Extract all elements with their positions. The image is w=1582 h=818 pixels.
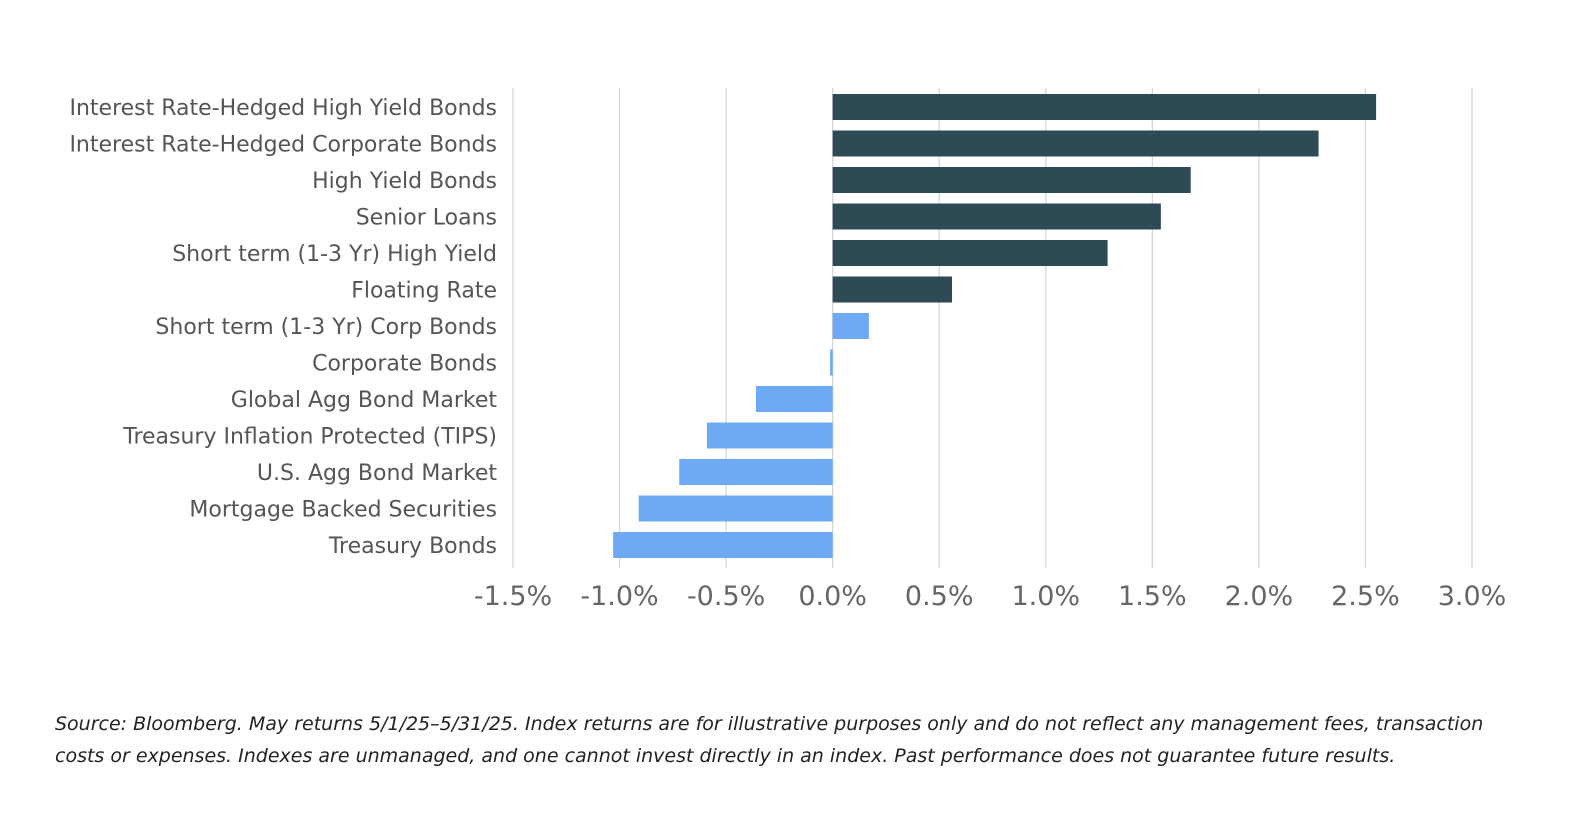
category-labels: Interest Rate-Hedged High Yield Bonds Int…	[69, 96, 497, 559]
category-label: Mortgage Backed Securities	[189, 498, 497, 523]
bar	[832, 313, 869, 339]
bar	[706, 422, 833, 449]
category-label: High Yield Bonds	[312, 169, 497, 194]
x-tick-label: -0.5%	[687, 581, 765, 612]
category-label: Corporate Bonds	[312, 352, 497, 377]
bar	[832, 276, 953, 303]
x-tick-label: 3.0%	[1438, 581, 1507, 612]
bar	[679, 459, 833, 485]
bar	[832, 240, 1108, 266]
x-tick-label: -1.0%	[580, 581, 658, 612]
bar	[832, 94, 1377, 120]
category-label: Interest Rate-Hedged Corporate Bonds	[69, 133, 497, 158]
bar-chart: Interest Rate-Hedged High Yield Bonds Int…	[69, 88, 1506, 612]
x-tick-label: 1.5%	[1118, 581, 1187, 612]
bar	[832, 130, 1319, 157]
category-label: Short term (1-3 Yr) High Yield	[172, 242, 497, 267]
source-footnote: Source: Bloomberg. May returns 5/1/25–5/…	[55, 713, 1484, 767]
category-label: Senior Loans	[356, 206, 497, 231]
category-label: Short term (1-3 Yr) Corp Bonds	[155, 315, 497, 340]
bar	[613, 532, 833, 558]
bar	[832, 167, 1191, 193]
x-tick-label: 0.5%	[905, 581, 974, 612]
x-tick-label: 2.5%	[1331, 581, 1400, 612]
x-axis-tick-labels: -1.5% -1.0% -0.5% 0.0% 0.5% 1.0% 1.5% 2.0% 2.5% 3…	[474, 581, 1506, 612]
category-label: Floating Rate	[351, 279, 497, 304]
bar	[832, 203, 1161, 230]
category-label: U.S. Agg Bond Market	[257, 461, 497, 486]
bar	[638, 495, 833, 522]
bar	[755, 386, 833, 412]
category-label: Interest Rate-Hedged High Yield Bonds	[69, 96, 497, 121]
bar	[830, 349, 833, 376]
category-label: Treasury Inflation Protected (TIPS)	[122, 425, 497, 450]
x-tick-label: 2.0%	[1225, 581, 1294, 612]
category-label: Treasury Bonds	[328, 534, 497, 559]
bars	[613, 94, 1377, 558]
category-label: Global Agg Bond Market	[231, 388, 498, 413]
x-tick-label: 1.0%	[1011, 581, 1080, 612]
x-tick-label: -1.5%	[474, 581, 552, 612]
x-tick-label: 0.0%	[798, 581, 867, 612]
